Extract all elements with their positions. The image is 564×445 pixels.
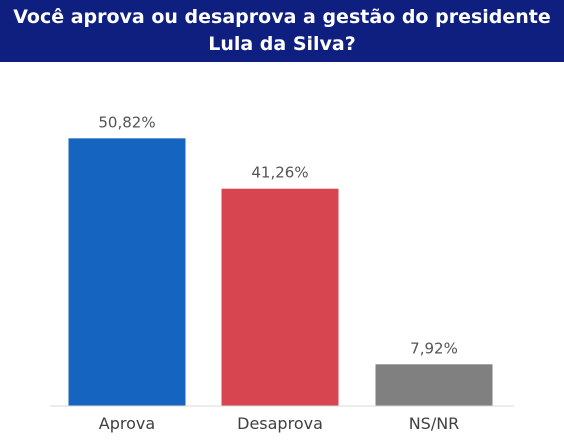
chart-title: Você aprova ou desaprova a gestão do pre…: [13, 6, 551, 55]
value-label: 7,92%: [410, 339, 458, 357]
bar-ns-nr: [375, 364, 493, 406]
category-label: Aprova: [99, 414, 155, 433]
value-label: 41,26%: [251, 164, 308, 182]
bar-aprova: [68, 138, 186, 406]
title-bar: Você aprova ou desaprova a gestão do pre…: [0, 0, 564, 62]
bar-desaprova: [221, 188, 339, 406]
category-label: Desaprova: [237, 414, 323, 433]
value-label: 50,82%: [98, 113, 155, 131]
category-label: NS/NR: [409, 414, 460, 433]
